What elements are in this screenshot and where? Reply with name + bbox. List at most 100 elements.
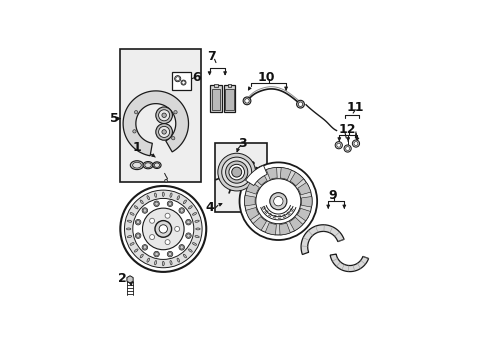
Polygon shape	[289, 217, 302, 231]
Polygon shape	[329, 254, 368, 271]
Circle shape	[182, 81, 185, 84]
Circle shape	[143, 209, 146, 212]
Circle shape	[159, 225, 167, 233]
Ellipse shape	[177, 258, 179, 262]
Circle shape	[156, 107, 172, 123]
Bar	[225, 89, 234, 111]
Circle shape	[175, 77, 179, 81]
Circle shape	[243, 97, 250, 105]
Circle shape	[269, 193, 286, 210]
Text: 1: 1	[132, 141, 141, 154]
Ellipse shape	[134, 206, 138, 209]
Circle shape	[143, 246, 146, 249]
Ellipse shape	[195, 235, 199, 238]
Circle shape	[180, 209, 183, 212]
Circle shape	[231, 167, 241, 177]
Ellipse shape	[126, 228, 131, 230]
Circle shape	[185, 219, 191, 225]
Ellipse shape	[162, 261, 164, 266]
Circle shape	[298, 102, 302, 107]
Circle shape	[165, 240, 170, 244]
Ellipse shape	[144, 163, 151, 167]
Bar	[172, 72, 191, 90]
Circle shape	[168, 252, 171, 256]
Polygon shape	[244, 195, 255, 206]
Ellipse shape	[170, 261, 172, 265]
Circle shape	[136, 234, 140, 237]
Text: 3: 3	[238, 137, 246, 150]
Circle shape	[167, 251, 172, 257]
Text: 8: 8	[246, 160, 254, 173]
Ellipse shape	[132, 162, 141, 168]
Ellipse shape	[154, 261, 156, 265]
Circle shape	[124, 190, 202, 268]
Circle shape	[142, 208, 147, 213]
Ellipse shape	[188, 249, 192, 252]
Circle shape	[133, 198, 193, 260]
Text: 5: 5	[110, 112, 119, 125]
Ellipse shape	[195, 228, 200, 230]
Circle shape	[165, 213, 170, 218]
Ellipse shape	[140, 254, 143, 258]
Text: 6: 6	[192, 71, 201, 84]
Circle shape	[133, 130, 136, 133]
Circle shape	[162, 113, 166, 117]
Ellipse shape	[195, 220, 199, 222]
Circle shape	[180, 246, 183, 249]
Circle shape	[149, 235, 154, 239]
Circle shape	[225, 161, 247, 183]
Circle shape	[120, 186, 206, 272]
Polygon shape	[266, 167, 277, 179]
Circle shape	[173, 111, 177, 114]
Ellipse shape	[127, 235, 131, 238]
Circle shape	[186, 221, 190, 224]
Polygon shape	[123, 91, 188, 156]
Text: 10: 10	[257, 71, 275, 84]
Circle shape	[296, 100, 304, 108]
Bar	[214, 143, 267, 212]
Polygon shape	[252, 217, 266, 230]
Polygon shape	[245, 207, 259, 220]
Polygon shape	[245, 181, 259, 194]
Ellipse shape	[127, 220, 131, 222]
Polygon shape	[224, 85, 235, 112]
Polygon shape	[289, 172, 303, 186]
Circle shape	[185, 233, 191, 238]
Polygon shape	[264, 223, 276, 235]
Circle shape	[164, 179, 167, 182]
Circle shape	[244, 167, 311, 235]
Circle shape	[155, 252, 158, 256]
Circle shape	[273, 197, 283, 206]
Ellipse shape	[143, 162, 153, 169]
Circle shape	[134, 111, 138, 114]
Ellipse shape	[147, 258, 149, 262]
Circle shape	[228, 164, 244, 180]
Circle shape	[156, 123, 172, 140]
Polygon shape	[210, 85, 221, 112]
Bar	[214, 84, 217, 87]
Circle shape	[167, 201, 172, 207]
Ellipse shape	[177, 196, 179, 200]
Bar	[120, 49, 200, 182]
Polygon shape	[279, 223, 290, 235]
Ellipse shape	[170, 193, 172, 197]
Polygon shape	[245, 165, 266, 185]
Ellipse shape	[130, 213, 134, 215]
Circle shape	[174, 226, 179, 231]
Polygon shape	[297, 208, 310, 221]
Circle shape	[158, 126, 169, 138]
Circle shape	[142, 244, 147, 250]
Circle shape	[153, 251, 159, 257]
Polygon shape	[297, 183, 310, 195]
Ellipse shape	[154, 163, 159, 167]
Circle shape	[186, 234, 190, 237]
Circle shape	[352, 140, 359, 147]
Circle shape	[217, 153, 255, 191]
Circle shape	[149, 218, 154, 223]
Circle shape	[174, 76, 181, 82]
Ellipse shape	[130, 161, 143, 170]
Circle shape	[181, 80, 185, 85]
Circle shape	[158, 110, 169, 121]
Text: 2: 2	[118, 272, 127, 285]
Polygon shape	[301, 197, 311, 207]
